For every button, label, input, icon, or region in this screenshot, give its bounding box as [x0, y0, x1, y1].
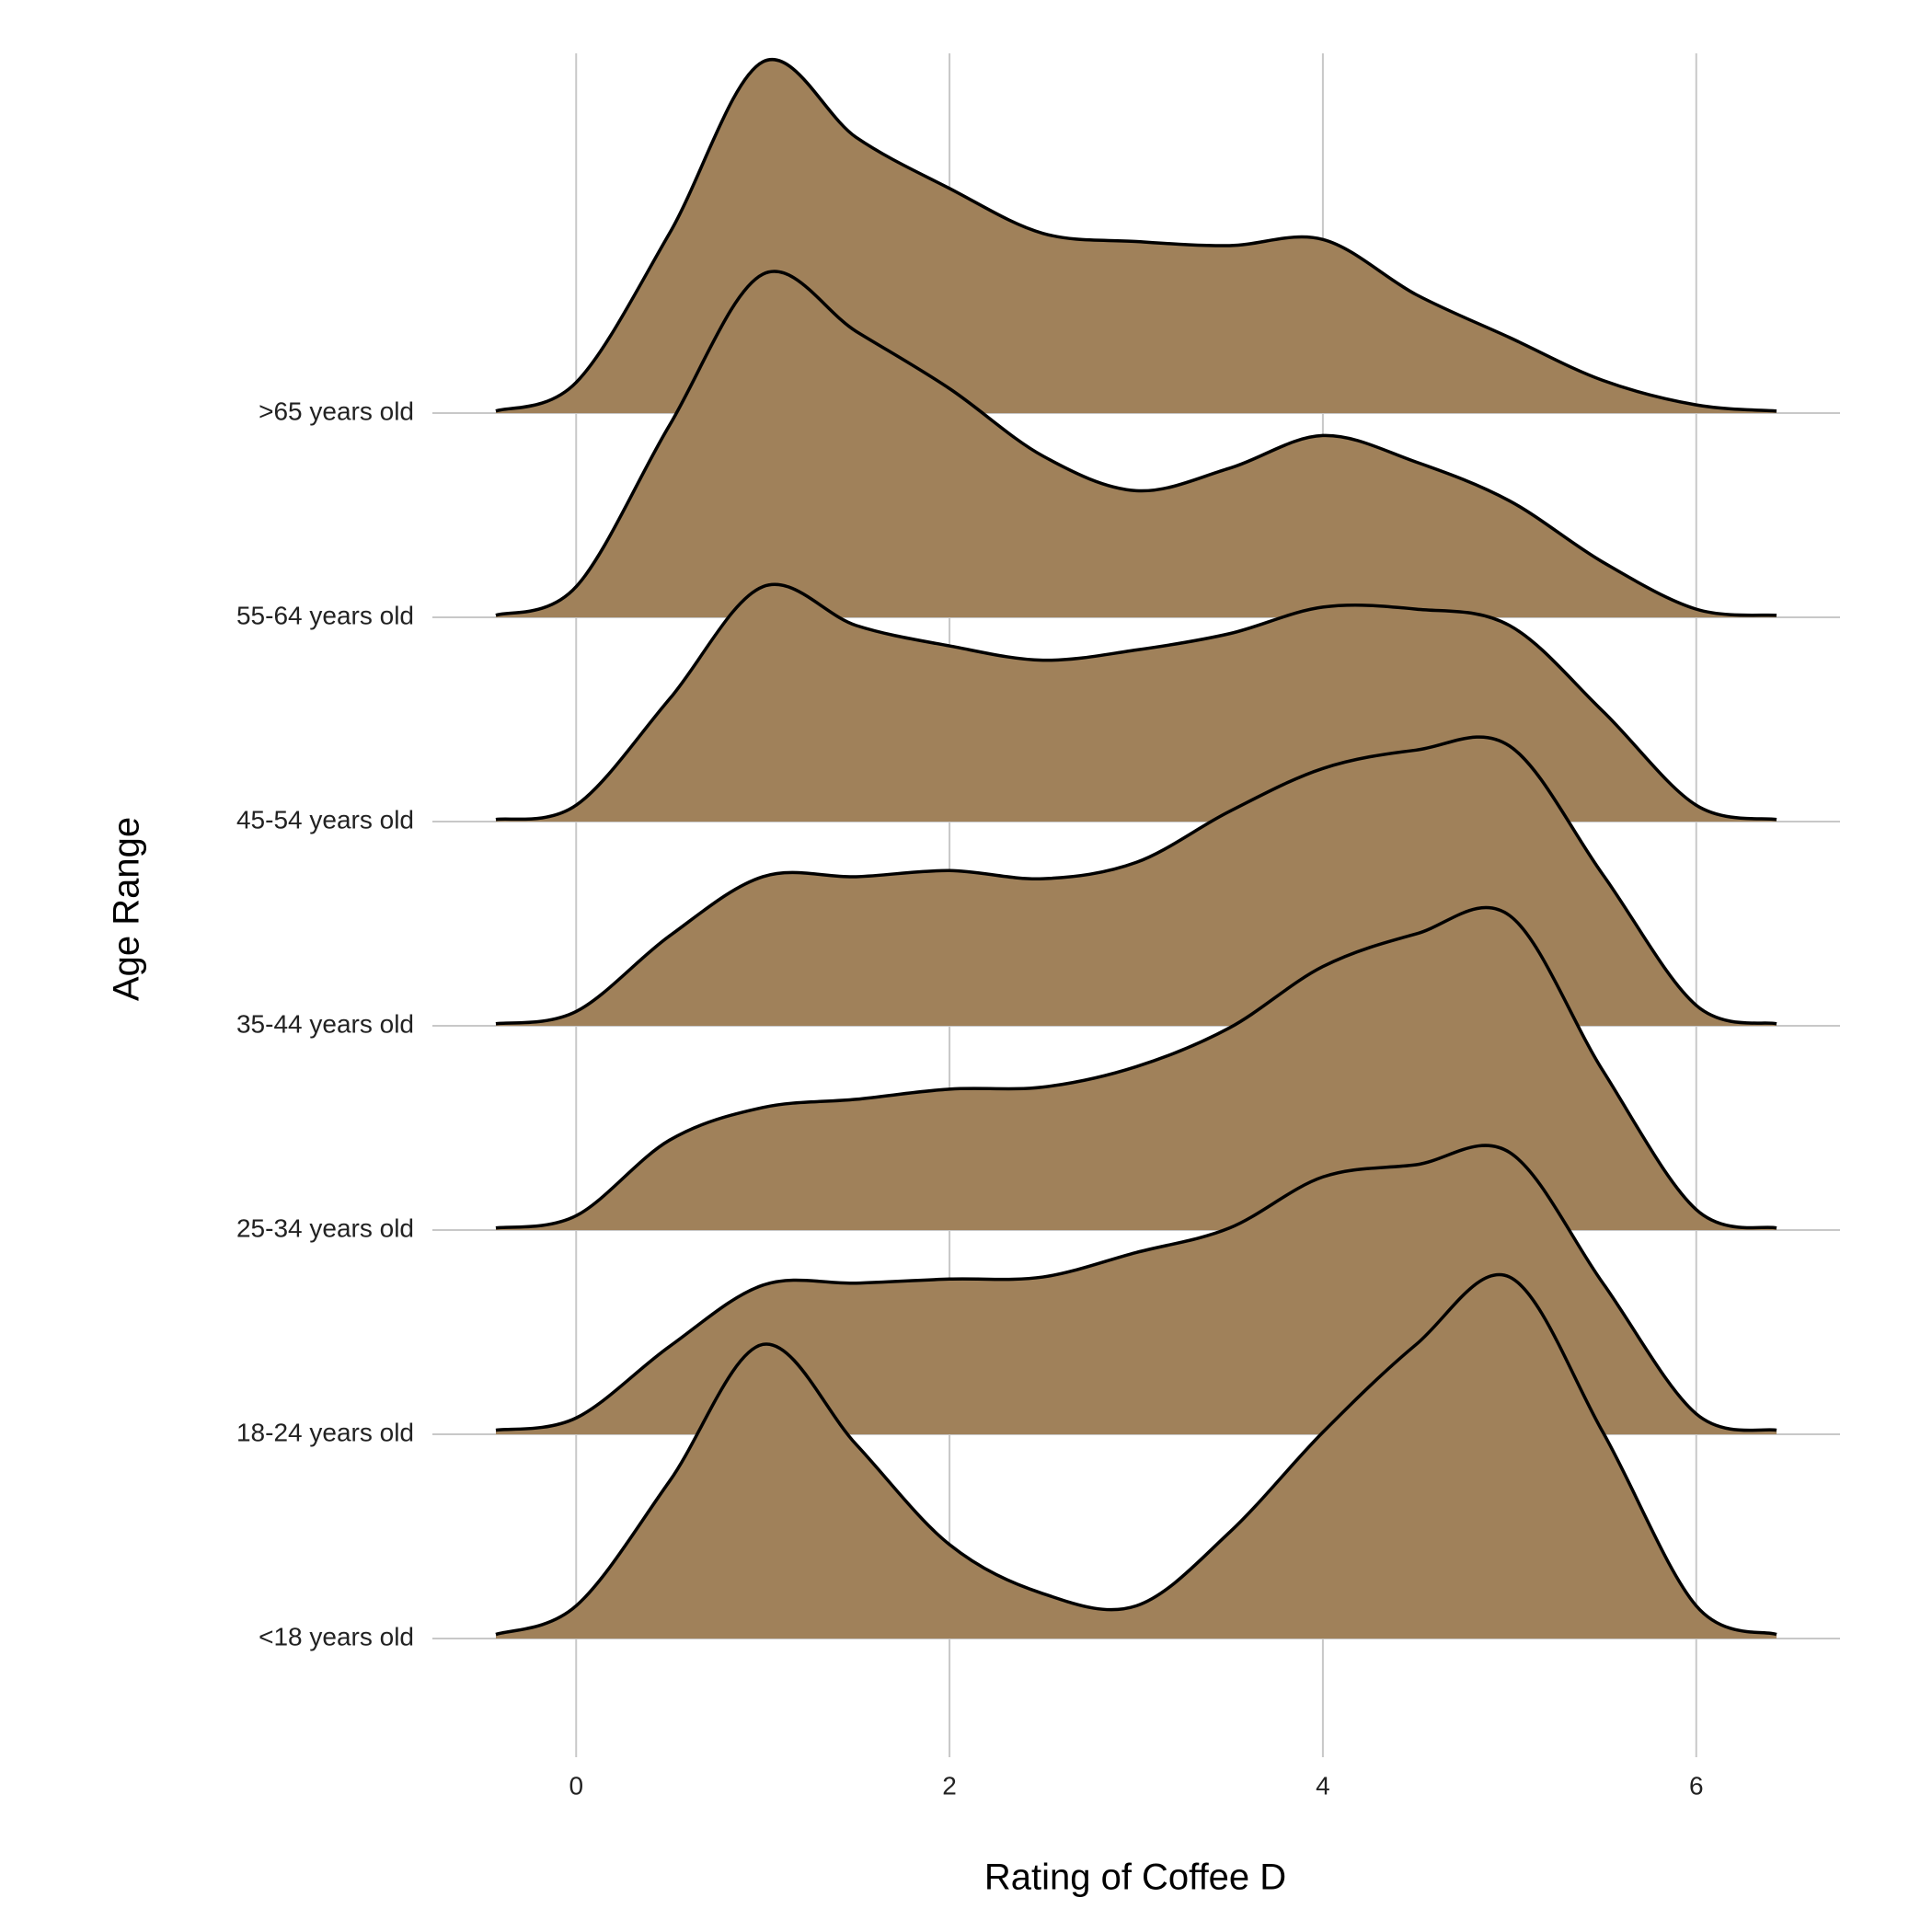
y-tick-label: 35-44 years old	[236, 1009, 414, 1038]
ridge-line	[495, 1144, 1777, 1432]
y-tick-label: 18-24 years old	[236, 1418, 414, 1446]
y-axis-title: Age Range	[107, 817, 147, 1001]
x-tick-label: 4	[1316, 1771, 1330, 1800]
x-tick-label: 0	[569, 1771, 583, 1800]
x-axis-title: Rating of Coffee D	[984, 1857, 1286, 1898]
ridge-line	[495, 905, 1777, 1230]
y-tick-label: 25-34 years old	[236, 1213, 414, 1242]
y-tick-label: <18 years old	[259, 1622, 414, 1650]
ridge-area	[495, 1274, 1777, 1639]
ridge-line	[495, 58, 1777, 413]
ridge-line	[495, 582, 1777, 822]
ridge-area	[495, 907, 1777, 1230]
ridge-line	[495, 735, 1777, 1026]
y-tick-label: 45-54 years old	[236, 805, 414, 834]
ridge-line	[495, 1272, 1777, 1637]
x-tick-label: 2	[942, 1771, 957, 1800]
ridges	[495, 58, 1777, 1639]
x-tick-label: 6	[1689, 1771, 1704, 1800]
ridge-line	[495, 270, 1777, 617]
ridge-area	[495, 270, 1777, 617]
y-tick-label: 55-64 years old	[236, 601, 414, 629]
y-tick-label: >65 years old	[259, 397, 414, 425]
ridge-area	[495, 59, 1777, 414]
ridge-area	[495, 584, 1777, 822]
